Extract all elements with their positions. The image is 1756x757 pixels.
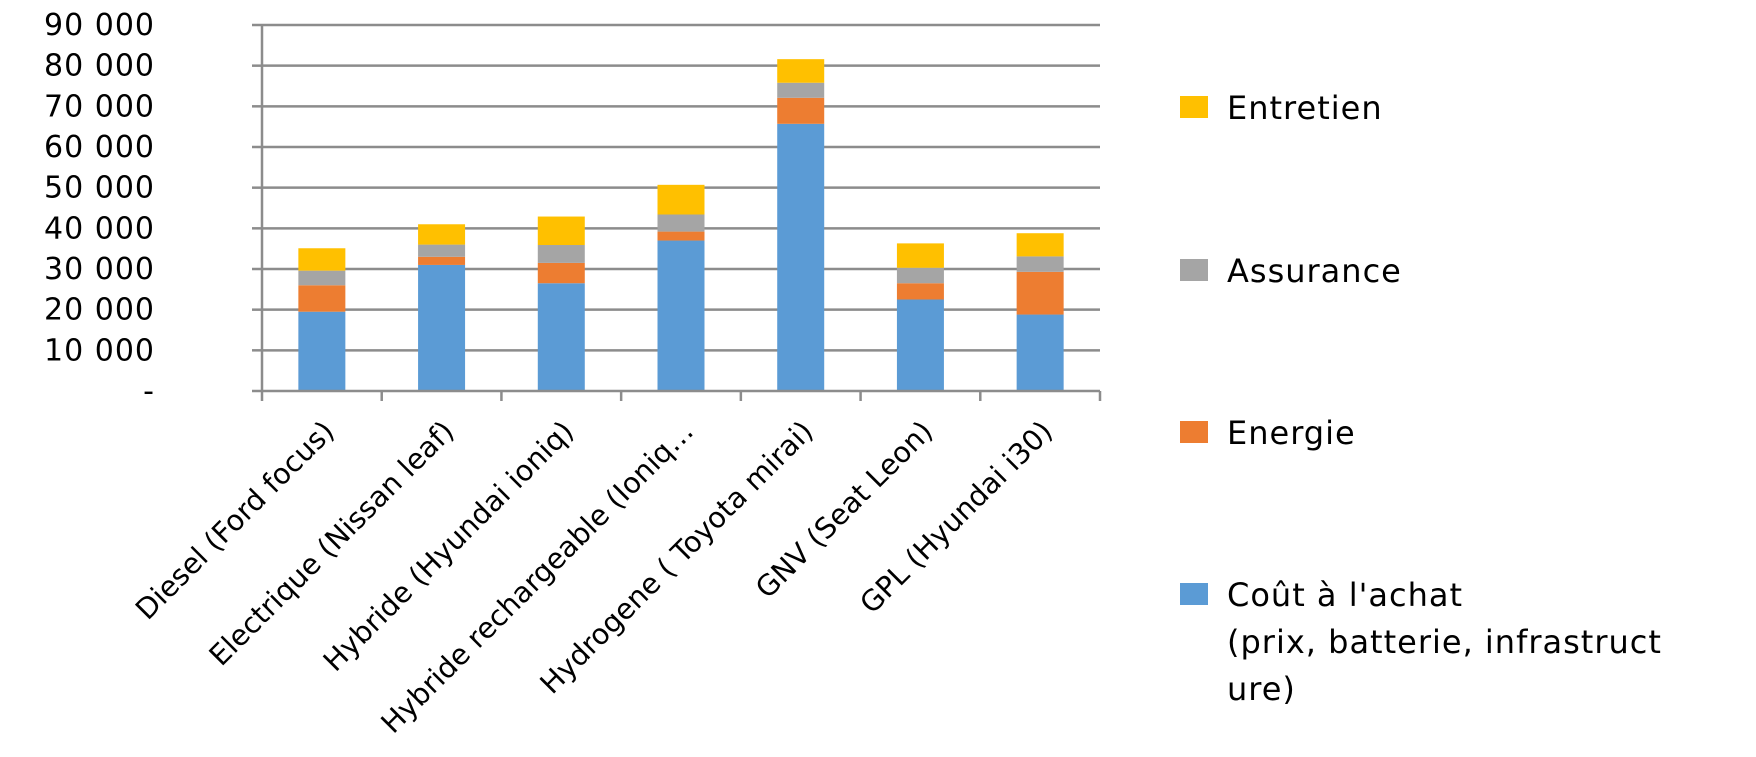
bar-segment [777,82,825,98]
bar-segment [537,262,585,284]
bar-segment [896,283,944,300]
x-category-labels: Diesel (Ford focus)Electrique (Nissan le… [129,415,1059,740]
bar-segment [1016,233,1064,257]
bar-segment [896,299,944,391]
bar-segment [1016,271,1064,315]
bars [298,59,1064,391]
bar-segment [537,283,585,391]
y-tick-labels: - 10 000 20 000 30 000 40 000 50 000 60 000 70 … [44,8,155,409]
y-tick-label: 40 000 [44,211,155,246]
y-tick-label: 90 000 [44,8,155,43]
bar-segment [657,184,705,215]
legend-swatch [1180,96,1208,118]
bar-segment [298,248,346,271]
legend-swatch [1180,421,1208,443]
legend-swatch [1180,583,1208,605]
y-tick-label: 20 000 [44,293,155,328]
bar-segment [896,243,944,268]
x-category-label: Diesel (Ford focus) [129,415,341,627]
bar-segment [777,97,825,124]
bar-segment [418,224,466,245]
y-tick-label: 60 000 [44,130,155,165]
bar-segment [418,244,466,257]
bar-segment [537,245,585,263]
legend-label: ure) [1227,670,1296,708]
y-tick-label: 10 000 [44,333,155,368]
y-tick-label: 70 000 [44,89,155,124]
axes [252,23,1102,401]
x-category-label: Hybride (Hyundai ioniq) [317,415,580,678]
bar-segment [418,256,466,265]
legend-label: Assurance [1227,252,1402,290]
y-tick-label: - [143,374,155,409]
bar-segment [657,240,705,391]
legend-label: (prix, batterie, infrastruct [1227,623,1662,661]
legend: Entretien Assurance Energie Coût à l'achat (… [1180,89,1662,708]
bar-segment [896,267,944,284]
legend-label: Energie [1227,414,1356,452]
bar-segment [1016,314,1064,391]
bar-segment [537,216,585,246]
legend-label: Entretien [1227,89,1383,127]
bar-segment [298,270,346,286]
bar-segment [298,311,346,391]
y-tick-label: 30 000 [44,252,155,287]
bar-segment [298,285,346,312]
y-tick-label: 50 000 [44,171,155,206]
bar-segment [1016,256,1064,272]
y-tick-label: 80 000 [44,49,155,84]
bar-segment [777,59,825,83]
x-category-label: Electrique (Nissan leaf) [203,415,461,673]
bar-segment [657,214,705,232]
bar-segment [777,123,825,391]
bar-segment [657,231,705,241]
legend-label: Coût à l'achat [1227,576,1463,614]
bar-segment [418,264,466,391]
legend-swatch [1180,259,1208,281]
